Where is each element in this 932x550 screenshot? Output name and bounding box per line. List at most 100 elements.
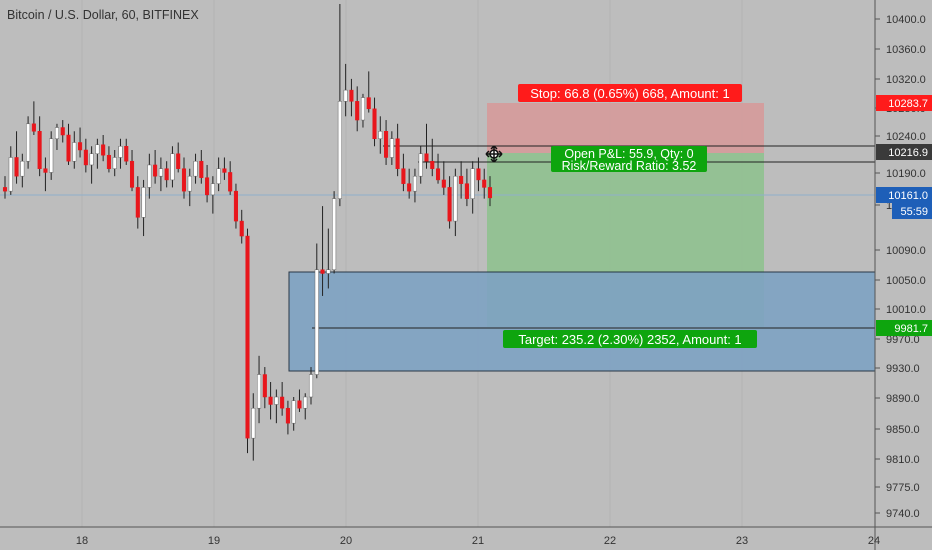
candle-body [487,187,493,199]
candle-body [303,396,308,409]
candle-body [129,160,135,188]
stop-label-bg [518,84,742,102]
price-tick-label: 10010.0 [886,304,926,316]
candle-body [459,175,464,184]
time-tick-label: 24 [868,535,880,547]
candle-body [360,97,366,121]
candle-body [118,145,123,158]
candle-body [395,138,400,169]
candle-body [389,138,394,158]
candle-body [424,153,429,162]
candle-body [407,183,412,192]
candle-body [141,187,146,218]
candle-body [430,160,435,169]
candle-body [153,164,158,177]
candle-body [233,190,238,222]
price-tick-label: 10360.0 [886,44,926,56]
candle-body [308,374,314,398]
candle-body [441,179,446,188]
time-tick-label: 21 [472,535,484,547]
time-tick-label: 19 [208,535,220,547]
price-tick-label: 9850.0 [886,424,920,436]
candle-body [83,149,88,166]
price-tick-label: 10050.0 [886,275,926,287]
price-tick-label: 9890.0 [886,393,920,405]
support-box[interactable] [288,271,876,372]
price-tick-label: 10090.0 [886,245,926,257]
rr-label: Risk/Reward Ratio: 3.52 [562,159,697,173]
price-tick-label: 10190.0 [886,168,926,180]
candle-body [453,175,458,222]
candle-body [170,153,175,181]
pnl-label-bg [551,146,707,172]
candle-body [95,144,100,154]
time-axis-ticks: 18 19 20 21 22 23 24 [76,535,880,547]
candle-body [147,164,152,188]
candle-body [285,407,290,424]
price-tick-label: 9970.0 [886,334,920,346]
candle-body [314,269,319,375]
target-price-tag-text: 9981.7 [894,323,928,335]
price-tick-label: 9810.0 [886,454,920,466]
candle-body [176,153,181,169]
candle-body [89,153,94,166]
move-handle-icon[interactable] [485,145,503,163]
candle-body [112,157,117,169]
candle-body [268,396,273,405]
candle-body [476,168,481,181]
candle-body [193,160,198,177]
price-tick-label: 9775.0 [886,482,920,494]
candle-body [66,134,71,162]
current-price-tag [876,187,932,203]
candle-body [412,175,417,192]
candle-body [60,127,65,136]
entry-price-tag [876,144,932,160]
candle-body [14,157,19,177]
price-tick-label: 9740.0 [886,508,920,520]
time-tick-label: 22 [604,535,616,547]
candle-body [378,131,383,140]
target-label: Target: 235.2 (2.30%) 2352, Amount: 1 [518,332,741,347]
current-price-tag-text: 10161.0 [888,190,928,202]
candle-body [251,407,256,439]
candle-body [135,187,140,218]
stop-label: Stop: 66.8 (0.65%) 668, Amount: 1 [530,86,729,101]
countdown-tag-text: 55:59 [900,206,928,218]
candle-body [435,168,441,181]
price-tick-label: 10320.0 [886,74,926,86]
candle-body [470,168,475,199]
candle-body [262,374,267,398]
candle-body [49,138,54,173]
time-tick-label: 20 [340,535,352,547]
candle-body [297,400,302,409]
candle-body [222,168,227,173]
pnl-label: Open P&L: 55.9, Qty: 0 [564,147,693,161]
countdown-tag [892,203,932,219]
candle-body [464,183,469,199]
candle-body [54,127,60,140]
candle-body [332,198,337,270]
candle-body [257,374,262,409]
price-tick-label: 9930.0 [886,363,920,375]
candle-body [337,101,342,199]
candle-body [245,235,250,439]
candle-body [164,168,169,181]
candle-body [205,177,210,196]
candle-body [355,101,360,121]
candle-body [43,168,48,173]
candle-body [274,396,279,405]
candle-body [349,89,354,102]
candle-body [72,142,77,162]
stop-zone[interactable] [487,103,764,153]
candle-body [447,187,452,222]
candle-body [372,108,377,140]
candle-body [31,123,36,132]
price-axis[interactable] [875,0,932,550]
candle-body [124,145,129,162]
candle-body [239,220,244,237]
candle-body [101,144,106,156]
time-tick-label: 23 [736,535,748,547]
candle-body [228,172,233,192]
candle-body [158,168,163,177]
